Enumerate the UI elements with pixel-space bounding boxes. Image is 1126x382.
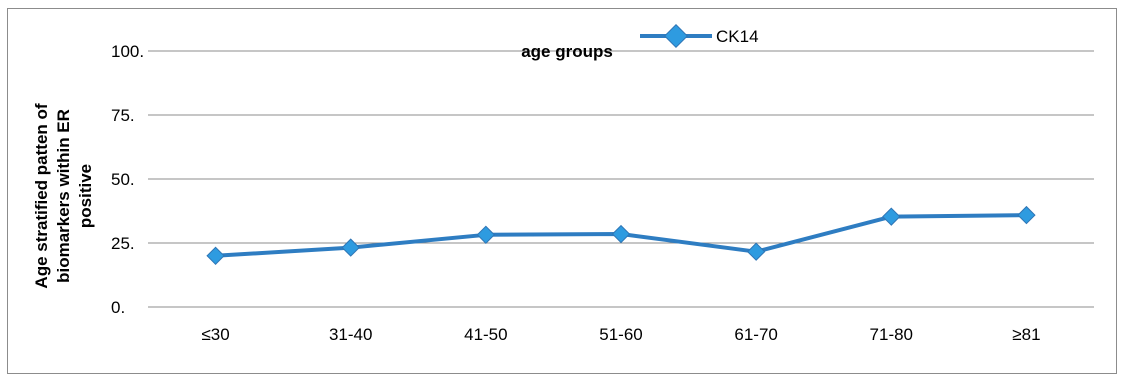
data-point [1017,205,1036,225]
x-tick-label: 61-70 [734,325,777,344]
x-tick-label: 51-60 [599,325,642,344]
x-tick-label: 41-50 [464,325,507,344]
data-point [341,238,360,257]
y-tick-label: 25. [111,234,135,253]
data-point [611,224,631,244]
series-ck14 [206,205,1036,265]
y-axis-title: Age stratified patten of biomarkers with… [32,103,95,288]
y-axis-title-line-1: Age stratified patten of [32,103,51,288]
gridlines [148,50,1094,308]
legend: CK14 [640,23,759,49]
y-axis-title-line-2: biomarkers within ER [54,109,73,283]
x-axis-title: age groups [521,42,613,61]
y-axis-ticks: 0. 25. 50. 75. 100. [111,42,144,317]
y-tick-label: 100. [111,42,144,61]
x-tick-label: 31-40 [329,325,372,344]
data-point [206,246,225,265]
data-point [746,242,766,261]
x-tick-label: 71-80 [870,325,913,344]
y-tick-label: 0. [111,298,125,317]
chart-frame [7,8,1117,374]
x-tick-label: ≤30 [201,325,229,344]
legend-marker [663,23,689,49]
data-point [476,225,496,245]
y-tick-label: 50. [111,170,135,189]
x-tick-label: ≥81 [1012,325,1040,344]
x-axis-ticks: ≤30 31-40 41-50 51-60 61-70 71-80 ≥81 [201,325,1040,344]
y-axis-title-line-3: positive [76,164,95,228]
y-tick-label: 75. [111,106,135,125]
legend-label: CK14 [716,27,759,46]
data-point [882,207,901,226]
